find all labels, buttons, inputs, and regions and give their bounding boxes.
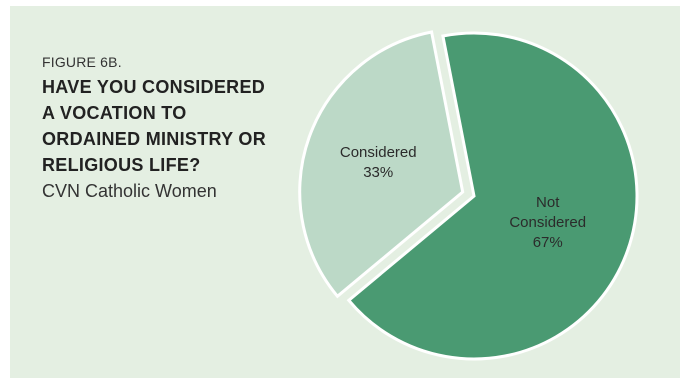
pie-slice-not-considered xyxy=(346,31,639,361)
slice-category-label: Considered xyxy=(340,144,417,161)
pie-slice-considered xyxy=(298,30,465,299)
figure-label: FIGURE 6B. xyxy=(42,54,122,70)
figure-title: HAVE YOU CONSIDERED A VOCATION TO ORDAIN… xyxy=(42,77,267,175)
pie-slices xyxy=(298,30,639,361)
figure-caption: FIGURE 6B. HAVE YOU CONSIDERED A VOCATIO… xyxy=(42,54,272,204)
slice-label-not-considered: Not Considered 67% xyxy=(509,194,586,251)
slice-label-considered: Considered 33% xyxy=(340,144,417,181)
slice-category-label: Not xyxy=(536,194,560,211)
slice-category-label: Considered xyxy=(509,214,586,231)
slice-value-label: 67% xyxy=(533,234,563,251)
slice-value-label: 33% xyxy=(363,164,393,181)
pie-labels: Not Considered 67% Considered 33% xyxy=(340,144,586,251)
figure-subtitle: CVN Catholic Women xyxy=(42,181,217,201)
